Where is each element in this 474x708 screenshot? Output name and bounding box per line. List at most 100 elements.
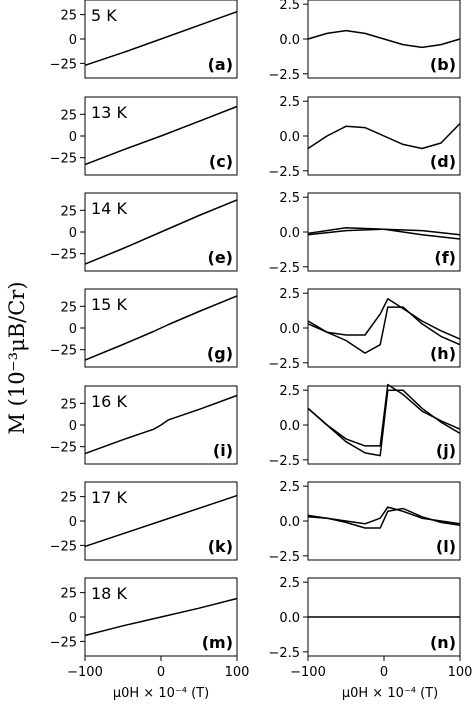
temperature-label: 5 K [91, 6, 117, 25]
panel-tag: (n) [430, 633, 456, 652]
x-axis-label-right: μ0H × 10⁻⁴ (T) [342, 686, 438, 701]
y-tick-label: −25 [50, 152, 77, 167]
y-tick-label: −2.5 [268, 68, 300, 83]
panel-b: 2.5 0.0 −2.5 (b) [268, 0, 461, 83]
y-tick-label: 0 [69, 515, 77, 530]
y-tick-label: 2.5 [279, 191, 300, 206]
y-tick-label: −2.5 [268, 646, 300, 661]
series-line [84, 597, 238, 637]
y-tick-label: 0.0 [279, 515, 300, 530]
series-line [307, 506, 461, 525]
y-tick-label: −2.5 [268, 454, 300, 469]
y-tick-label: 0 [69, 33, 77, 48]
x-axis-label-left: μ0H × 10⁻⁴ (T) [113, 686, 209, 701]
y-tick-label: −2.5 [268, 550, 300, 565]
y-tick-label: −2.5 [268, 261, 300, 276]
y-tick-label: 25 [60, 108, 77, 123]
series-line [307, 383, 461, 447]
panel-f: 2.5 0.0 −2.5 (f) [268, 191, 461, 276]
series-line [307, 122, 461, 150]
series-line [84, 10, 238, 67]
y-tick-label: 2.5 [279, 480, 300, 495]
panel-tag: (g) [207, 344, 233, 363]
temperature-label: 14 K [91, 199, 127, 218]
y-tick-label: 0.0 [279, 33, 300, 48]
y-tick-label: 0 [69, 130, 77, 145]
y-tick-label: 2.5 [279, 95, 300, 110]
series-line [84, 494, 238, 548]
panel-tag: (i) [213, 441, 233, 460]
y-tick-label: −25 [50, 248, 77, 263]
x-tick-label: 100 [448, 665, 473, 680]
temperature-label: 13 K [91, 103, 127, 122]
y-tick-label: 0.0 [279, 130, 300, 145]
panel-tag: (a) [208, 55, 233, 74]
y-tick-label: 2.5 [279, 384, 300, 399]
panel-e: 25 0 −25 14 K (e) [50, 192, 238, 272]
panel-a: 25 0 −25 5 K (a) [50, 0, 238, 79]
y-tick-label: 25 [60, 587, 77, 602]
figure-y-axis-label: M (10⁻³μB/Cr) [5, 281, 29, 434]
y-tick-label: 25 [60, 300, 77, 315]
x-tick-label: 0 [380, 665, 388, 680]
panel-tag: (h) [430, 344, 456, 363]
y-tick-label: 0 [69, 226, 77, 241]
panel-c: 25 0 −25 13 K (c) [50, 96, 238, 176]
y-tick-label: 0 [69, 322, 77, 337]
series-line [307, 227, 461, 240]
y-tick-label: −25 [50, 344, 77, 359]
panel-tag: (l) [436, 537, 456, 556]
y-tick-label: −25 [50, 539, 77, 554]
y-tick-label: −2.5 [268, 357, 300, 372]
panel-tag: (b) [430, 55, 456, 74]
series-line [307, 29, 461, 49]
series-line [307, 298, 461, 340]
panel-tag: (m) [202, 633, 233, 652]
y-tick-label: 0.0 [279, 226, 300, 241]
y-tick-label: −25 [50, 57, 77, 72]
panel-tag: (j) [436, 441, 456, 460]
panel-l: 2.5 0.0 −2.5 (l) [268, 480, 461, 565]
y-tick-label: 0 [69, 419, 77, 434]
y-tick-label: 25 [60, 491, 77, 506]
y-tick-label: −25 [50, 441, 77, 456]
panel-k: 25 0 −25 17 K (k) [50, 481, 238, 561]
x-tick-label: 0 [157, 665, 165, 680]
panel-tag: (d) [430, 152, 456, 171]
y-tick-label: 0.0 [279, 322, 300, 337]
panel-h: 2.5 0.0 −2.5 (h) [268, 287, 461, 372]
y-tick-label: 25 [60, 397, 77, 412]
x-tick-label: −100 [290, 665, 326, 680]
panel-d: 2.5 0.0 −2.5 (d) [268, 95, 461, 180]
temperature-label: 16 K [91, 392, 127, 411]
x-tick-label: −100 [67, 665, 103, 680]
y-tick-label: −2.5 [268, 165, 300, 180]
y-tick-label: 2.5 [279, 576, 300, 591]
y-tick-label: 0.0 [279, 611, 300, 626]
panels: 25 0 −25 5 K (a) 2.5 0.0 −2.5 (b) 25 0 −25 13 K (c) 2.… [50, 0, 472, 680]
y-tick-label: 2.5 [279, 287, 300, 302]
series-line [307, 306, 461, 354]
series-line [84, 105, 238, 166]
panel-tag: (e) [208, 248, 233, 267]
temperature-label: 17 K [91, 488, 127, 507]
y-tick-label: 2.5 [279, 0, 300, 13]
panel-tag: (f) [434, 248, 456, 267]
y-tick-label: 0.0 [279, 419, 300, 434]
panel-tag: (k) [208, 537, 233, 556]
series-line [84, 199, 238, 265]
temperature-label: 18 K [91, 584, 127, 603]
y-tick-label: −25 [50, 635, 77, 650]
temperature-label: 15 K [91, 295, 127, 314]
series-line [84, 394, 238, 455]
y-tick-label: 25 [60, 204, 77, 219]
panel-tag: (c) [209, 152, 233, 171]
x-tick-label: 100 [225, 665, 250, 680]
panel-i: 25 0 −25 16 K (i) [50, 385, 238, 465]
panel-n: 2.5 0.0 −2.5 −100 0 100 (n) [268, 576, 472, 680]
panel-g: 25 0 −25 15 K (g) [50, 288, 238, 368]
series-line [84, 295, 238, 361]
y-tick-label: 0 [69, 611, 77, 626]
panel-m: 25 0 −25 −100 0 100 18 K (m) [50, 577, 250, 680]
